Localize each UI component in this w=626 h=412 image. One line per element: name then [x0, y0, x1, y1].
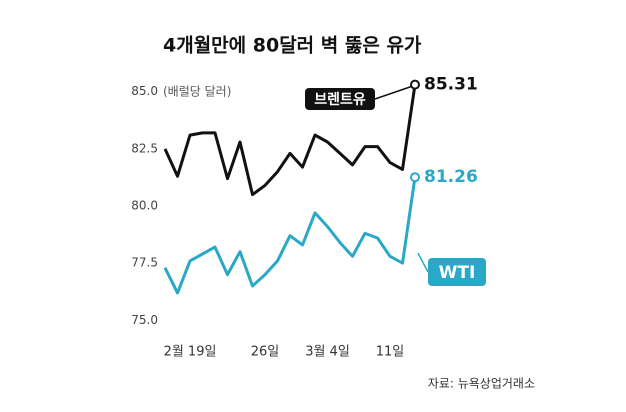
legend-box	[305, 88, 375, 110]
legend-connector	[417, 252, 429, 273]
chart-title: 4개월만에 80달러 벽 뚫은 유가	[163, 35, 422, 57]
end-marker	[410, 79, 420, 90]
value-label: 81.26	[424, 167, 478, 187]
series-line	[163, 84, 417, 197]
legend-connector	[374, 85, 412, 100]
x-tick-label: 2월 19일	[164, 345, 217, 360]
y-tick-label: 82.5	[131, 141, 158, 155]
y-axis-unit: (배럴당 달러)	[163, 85, 231, 99]
x-tick-label: 26일	[251, 345, 280, 360]
end-marker	[410, 172, 420, 183]
y-tick-label: 77.5	[131, 256, 158, 270]
x-tick-label: 3월 4일	[305, 345, 350, 360]
y-tick-label: 80.0	[131, 199, 158, 213]
value-label: 85.31	[424, 75, 478, 95]
y-tick-label: 75.0	[131, 313, 158, 327]
x-tick-label: 11일	[376, 345, 405, 360]
source: 자료: 뉴욕상업거래소	[428, 377, 535, 391]
legend-box	[428, 258, 486, 286]
legend-label: 브렌트유	[314, 91, 366, 108]
legend-label: WTI	[439, 263, 476, 283]
series-line	[163, 176, 417, 295]
y-tick-label: 85.0	[131, 84, 158, 98]
